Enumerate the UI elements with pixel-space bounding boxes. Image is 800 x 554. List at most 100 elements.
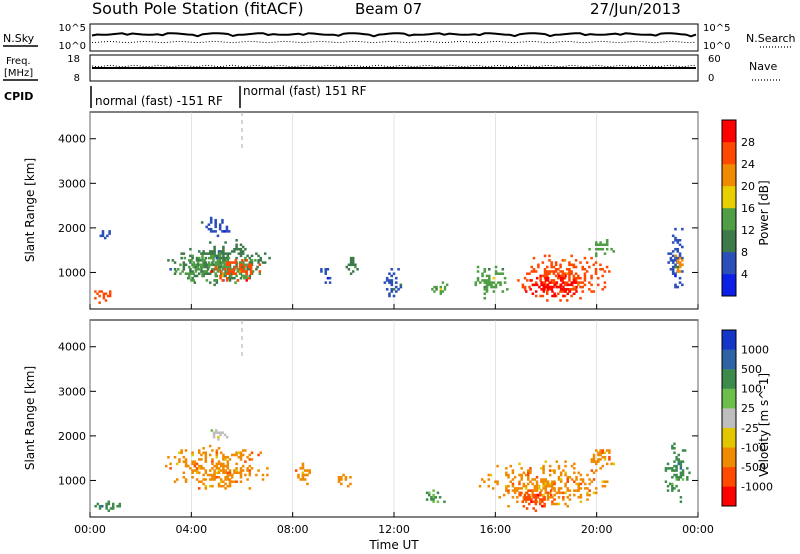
power-echo-cell <box>485 279 489 282</box>
power-echo-cell <box>207 223 211 226</box>
velocity-echo-cell <box>542 478 545 481</box>
power-echo-cell <box>557 292 560 296</box>
power-echo-cell <box>223 263 226 267</box>
power-echo-cell <box>678 239 682 242</box>
velocity-echo-cell <box>178 451 181 455</box>
power-echo-cell <box>557 268 560 271</box>
velocity-echo-cell <box>248 473 252 477</box>
velocity-echo-cell <box>239 458 243 461</box>
velocity-echo-cell <box>513 491 517 495</box>
power-echo-cell <box>212 254 215 258</box>
velocity-echo-cell <box>671 482 674 486</box>
velocity-echo-cell <box>532 496 535 499</box>
velocity-echo-cell <box>239 455 243 459</box>
power-echo-cell <box>221 261 224 264</box>
power-echo-cell <box>678 243 682 247</box>
velocity-echo-cell <box>559 478 563 481</box>
power-echo-cell <box>206 272 210 275</box>
velocity-echo-cell <box>505 484 508 488</box>
velocity-echo-cell <box>223 433 227 437</box>
velocity-echo-cell <box>340 478 343 481</box>
velocity-echo-cell <box>303 473 307 477</box>
power-echo-cell <box>483 296 487 300</box>
velocity-echo-cell <box>668 482 672 486</box>
velocity-echo-cell <box>671 469 674 472</box>
velocity-echo-cell <box>197 458 201 461</box>
velocity-echo-cell <box>518 462 521 466</box>
power-echo-cell <box>543 283 547 287</box>
power-echo-cell <box>534 294 538 298</box>
velocity-echo-cell <box>681 460 685 463</box>
velocity-grid <box>89 320 699 517</box>
power-echo-cell <box>667 252 670 255</box>
power-echo-cell <box>205 270 209 273</box>
power-echo-cell <box>574 272 578 275</box>
power-echo-cell <box>541 281 545 284</box>
power-echo-cell <box>539 279 542 282</box>
velocity-echo-cell <box>202 467 205 470</box>
power-echo-cell <box>674 247 677 251</box>
velocity-echo-cell <box>261 473 265 477</box>
velocity-echo-cell <box>509 464 512 468</box>
velocity-echo-cell <box>542 484 545 488</box>
velocity-echo-cell <box>226 478 230 481</box>
power-echo-cell <box>243 270 246 273</box>
power-echo-cell <box>573 292 576 296</box>
velocity-echo-cell <box>557 464 561 468</box>
power-echo-cell <box>574 279 578 282</box>
power-echo-cell <box>541 261 545 264</box>
velocity-echo-cell <box>584 482 587 486</box>
velocity-echo-cell <box>542 493 545 497</box>
power-echo-cell <box>202 250 205 253</box>
power-echo-cell <box>234 281 237 284</box>
velocity-echo-cell <box>233 480 236 483</box>
velocity-echo-cell <box>299 467 302 470</box>
power-echo-cell <box>594 270 598 273</box>
velocity-echo-cell <box>230 473 234 477</box>
power-echo-cell <box>541 294 545 298</box>
power-echo-cell <box>543 288 547 291</box>
power-echo-cell <box>202 252 205 255</box>
velocity-echo-cell <box>592 478 596 481</box>
power-echo-cell <box>345 265 348 269</box>
velocity-echo-cell <box>527 469 530 472</box>
velocity-echo-cell <box>579 487 583 490</box>
velocity-echo-cell <box>225 435 229 439</box>
power-marks <box>94 216 684 304</box>
velocity-echo-cell <box>544 482 548 486</box>
power-echo-cell <box>257 254 260 258</box>
velocity-echo-cell <box>246 478 249 481</box>
power-echo-cell <box>235 239 238 242</box>
velocity-echo-cell <box>579 473 583 477</box>
power-echo-cell <box>554 283 558 287</box>
power-echo-cell <box>537 265 540 269</box>
power-echo-cell <box>577 274 580 278</box>
velocity-echo-cell <box>491 487 495 490</box>
velocity-echo-cell <box>498 496 501 499</box>
power-echo-cell <box>395 285 398 289</box>
power-colorbar-step <box>722 186 736 209</box>
power-echo-cell <box>506 288 509 291</box>
velocity-echo-cell <box>603 480 607 483</box>
velocity-echo-cell <box>189 467 192 470</box>
power-echo-cell <box>241 252 245 255</box>
velocity-echo-cell <box>211 484 214 488</box>
power-echo-cell <box>349 259 353 262</box>
velocity-echo-cell <box>599 451 602 455</box>
power-echo-cell <box>485 281 489 284</box>
velocity-echo-cell <box>518 487 521 490</box>
velocity-echo-cell <box>532 507 535 510</box>
velocity-echo-cell <box>548 473 552 477</box>
velocity-echo-cell <box>679 471 683 475</box>
velocity-echo-cell <box>544 491 548 495</box>
power-echo-cell <box>216 259 220 262</box>
velocity-echo-cell <box>575 482 578 486</box>
power-echo-cell <box>575 285 578 289</box>
power-echo-cell <box>216 268 220 271</box>
power-echo-cell <box>244 259 247 262</box>
velocity-echo-cell <box>246 455 249 459</box>
power-echo-cell <box>247 263 251 267</box>
velocity-echo-cell <box>518 480 521 483</box>
power-echo-cell <box>563 294 567 298</box>
velocity-echo-cell <box>599 467 602 470</box>
